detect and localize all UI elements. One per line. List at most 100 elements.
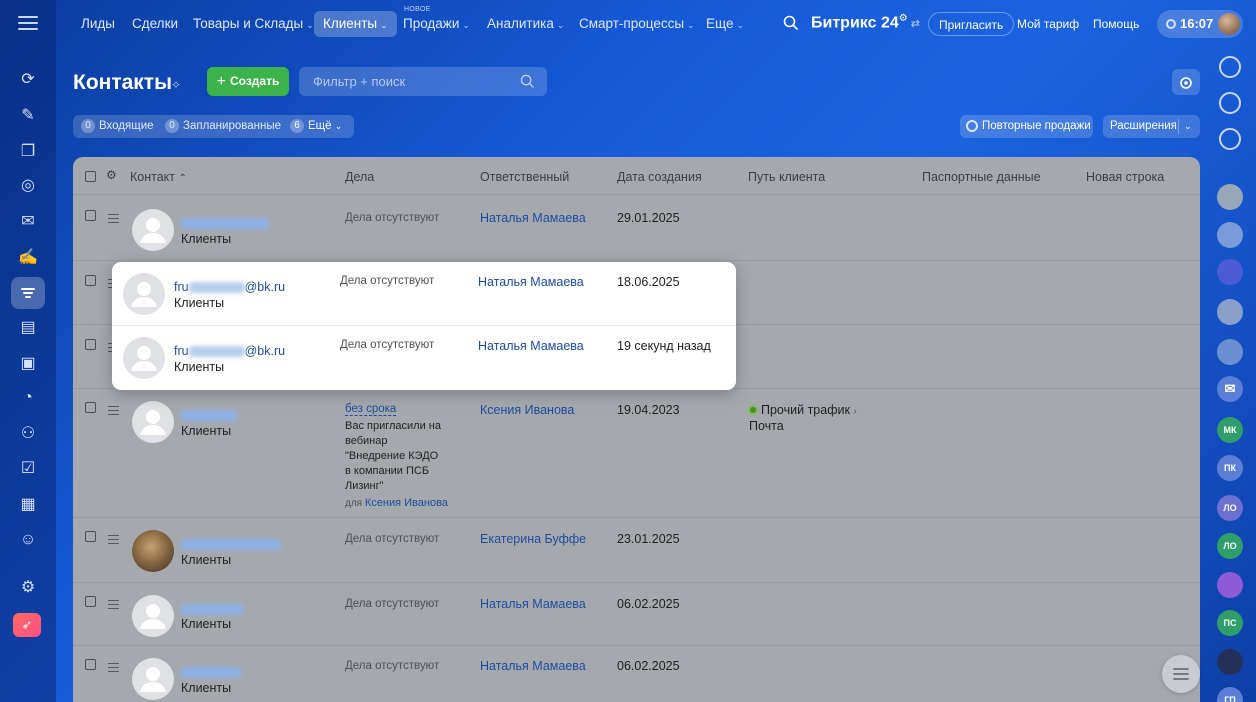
responsible-link[interactable]: Наталья Мамаева: [480, 659, 586, 673]
settings-icon[interactable]: ⚙: [20, 579, 36, 596]
robot-icon[interactable]: ☺: [19, 531, 37, 548]
responsible-link[interactable]: Екатерина Буффе: [480, 532, 587, 546]
contact-name-hidden[interactable]: [181, 537, 281, 551]
row-checkbox[interactable]: [85, 596, 96, 607]
chat-avatar[interactable]: [1217, 339, 1243, 365]
column-new-row[interactable]: Новая строка: [1086, 170, 1165, 184]
nav-clients[interactable]: Клиенты ⌄: [314, 11, 397, 37]
work-time-button[interactable]: 16:07: [1157, 10, 1243, 38]
row-checkbox[interactable]: [85, 339, 96, 350]
gear-icon[interactable]: ⚙: [106, 168, 117, 182]
column-path[interactable]: Путь клиента: [748, 170, 826, 184]
mail-icon[interactable]: ✉: [21, 213, 35, 230]
row-checkbox[interactable]: [85, 210, 96, 221]
chat-avatar[interactable]: [1217, 259, 1243, 285]
drag-handle-icon[interactable]: [108, 600, 119, 612]
column-created[interactable]: Дата создания: [617, 170, 702, 184]
nav-deals[interactable]: Сделки: [132, 16, 179, 31]
chat-avatar[interactable]: ПК: [1217, 455, 1243, 481]
nav-products[interactable]: Товары и Склады ⌄: [193, 16, 314, 31]
column-passport[interactable]: Паспортные данные: [922, 170, 1041, 184]
help-button[interactable]: Помощь: [1093, 17, 1140, 31]
store-icon[interactable]: ▣: [20, 355, 36, 372]
chat-icon[interactable]: ❐: [20, 143, 36, 160]
counter-more[interactable]: 6 Ещё ⌄: [290, 115, 342, 138]
marketing-icon[interactable]: ◔: [23, 389, 33, 406]
contact-name-hidden[interactable]: [181, 665, 241, 679]
nav-analytics[interactable]: Аналитика ⌄: [487, 16, 565, 31]
nav-smart-processes[interactable]: Смарт-процессы ⌄: [579, 16, 695, 31]
row-checkbox[interactable]: [85, 402, 96, 413]
responsible-link[interactable]: Наталья Мамаева: [478, 339, 584, 353]
column-responsible[interactable]: Ответственный: [480, 170, 570, 184]
sign-icon[interactable]: ✍: [18, 249, 38, 266]
drag-handle-icon[interactable]: [108, 535, 119, 547]
column-deals[interactable]: Дела: [345, 170, 375, 184]
list-menu-button[interactable]: [1162, 655, 1200, 693]
select-all-checkbox[interactable]: [85, 171, 96, 182]
chat-avatar[interactable]: [1217, 649, 1243, 675]
responsible-link[interactable]: Наталья Мамаева: [480, 597, 586, 611]
nav-more[interactable]: Еще ⌄: [706, 16, 745, 31]
responsible-link[interactable]: Наталья Мамаева: [478, 275, 584, 289]
page-settings-button[interactable]: [1172, 69, 1200, 95]
activity-icon[interactable]: ⟳: [21, 71, 35, 88]
documents-icon[interactable]: ▤: [20, 319, 36, 336]
brand-logo[interactable]: Битрикс 24⚙ ⇄: [811, 13, 920, 32]
chat-avatar[interactable]: ПС: [1217, 610, 1243, 636]
copilot-icon[interactable]: [1219, 92, 1241, 114]
responsible-link[interactable]: Ксения Иванова: [480, 403, 575, 417]
chat-avatar[interactable]: [1217, 222, 1243, 248]
crm-icon[interactable]: [11, 277, 45, 309]
counter-planned[interactable]: 0 Запланированные: [165, 115, 281, 138]
nav-sales[interactable]: Продажи ⌄: [403, 16, 470, 31]
search-icon[interactable]: [520, 74, 535, 89]
drag-handle-icon[interactable]: [108, 663, 119, 675]
mail-icon[interactable]: ✉: [1217, 376, 1243, 402]
contact-email-link[interactable]: fru @bk.ru: [174, 344, 286, 358]
table-row[interactable]: Клиенты Дела отсутствуют Наталья Мамаева…: [73, 646, 1200, 702]
deal-deadline-link[interactable]: без срока: [345, 403, 397, 416]
drag-handle-icon[interactable]: [108, 406, 119, 418]
chat-avatar[interactable]: ЛО: [1217, 495, 1243, 521]
drag-handle-icon[interactable]: [108, 214, 119, 226]
tasks-icon[interactable]: ✎: [21, 107, 35, 124]
highlighted-row[interactable]: fru @bk.ru Клиенты Дела отсутствуют Натал…: [112, 326, 736, 390]
column-contact[interactable]: Контакт ⌃: [130, 170, 187, 184]
search-icon[interactable]: [783, 15, 799, 31]
counter-incoming[interactable]: 0 Входящие: [81, 115, 154, 138]
table-row[interactable]: Клиенты Дела отсутствуют Наталья Мамаева…: [73, 583, 1200, 646]
row-checkbox[interactable]: [85, 531, 96, 542]
chat-avatar[interactable]: МК: [1217, 417, 1243, 443]
pin-icon[interactable]: ✧: [171, 78, 182, 92]
nav-leads[interactable]: Лиды: [81, 16, 115, 31]
row-checkbox[interactable]: [85, 659, 96, 670]
chat-avatar[interactable]: ГП: [1217, 687, 1243, 702]
highlighted-row[interactable]: fru @bk.ru Клиенты Дела отсутствуют Натал…: [112, 262, 736, 326]
chat-avatar[interactable]: [1217, 299, 1243, 325]
chat-avatar[interactable]: ЛО: [1217, 533, 1243, 559]
deal-text[interactable]: Вас пригласили на вебинар "Внедрение КЭД…: [345, 420, 441, 492]
repeat-sales-button[interactable]: Повторные продажи: [960, 115, 1093, 138]
row-checkbox[interactable]: [85, 275, 96, 286]
invite-button[interactable]: Пригласить: [928, 12, 1015, 36]
client-path-source[interactable]: Прочий трафик ›: [748, 403, 857, 417]
table-row[interactable]: Клиенты без срока Вас пригласили на веби…: [73, 389, 1200, 518]
contact-email-link[interactable]: fru @bk.ru: [174, 280, 286, 294]
table-row[interactable]: Клиенты Дела отсутствуют Наталья Мамаева…: [73, 196, 1200, 261]
chat-avatar[interactable]: [1217, 572, 1243, 598]
contact-name-hidden[interactable]: [181, 602, 243, 616]
my-tariff-button[interactable]: Мой тариф: [1017, 17, 1080, 31]
contact-name-hidden[interactable]: [181, 216, 269, 230]
planner-icon[interactable]: ▦: [20, 496, 36, 513]
contact-name-hidden[interactable]: [181, 408, 237, 422]
menu-icon[interactable]: [18, 16, 38, 34]
chat-avatar[interactable]: [1217, 184, 1243, 210]
user-avatar[interactable]: [1218, 13, 1240, 35]
deal-for-link[interactable]: Ксения Иванова: [364, 497, 448, 509]
extensions-button[interactable]: Расширения ⌄: [1103, 115, 1200, 138]
bell-icon[interactable]: [1219, 56, 1241, 78]
employees-icon[interactable]: ⚇: [20, 425, 36, 442]
responsible-link[interactable]: Наталья Мамаева: [480, 211, 586, 225]
messenger-icon[interactable]: [1219, 128, 1241, 150]
